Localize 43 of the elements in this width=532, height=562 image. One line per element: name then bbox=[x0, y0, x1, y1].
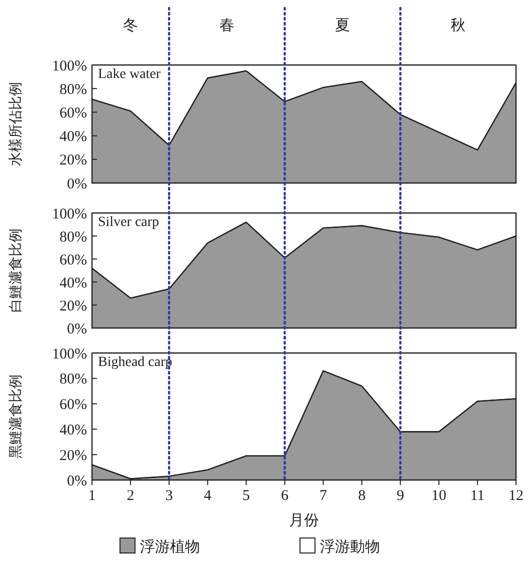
y-tick-label: 100% bbox=[52, 346, 87, 362]
x-tick-label: 2 bbox=[126, 488, 134, 504]
x-tick-label: 8 bbox=[358, 488, 366, 504]
y-tick-label: 40% bbox=[60, 275, 87, 292]
x-tick-label: 11 bbox=[470, 488, 485, 504]
y-tick-label: 20% bbox=[60, 152, 87, 169]
x-axis-title: 月份 bbox=[289, 513, 319, 529]
x-tick-label: 3 bbox=[165, 488, 173, 504]
y-tick-label: 60% bbox=[60, 397, 87, 414]
y-tick-label: 60% bbox=[60, 252, 87, 268]
x-tick-label: 7 bbox=[320, 488, 328, 504]
text: 夏 bbox=[335, 18, 350, 34]
y-axis-title: 水樣所佔比例 bbox=[8, 82, 24, 166]
chart-title: Bighead carp bbox=[98, 355, 172, 370]
legend-label: 浮游動物 bbox=[320, 538, 380, 556]
y-axis-title: 黑鰱濾食比例 bbox=[8, 374, 24, 458]
y-axis-title: 白鰱濾食比例 bbox=[8, 228, 24, 312]
text: 冬 bbox=[123, 17, 138, 34]
y-tick-label: 0% bbox=[67, 321, 87, 338]
x-tick-label: 12 bbox=[508, 488, 524, 504]
y-tick-label: 0% bbox=[67, 176, 87, 192]
y-tick-label: 100% bbox=[52, 206, 87, 222]
y-tick-label: 80% bbox=[60, 372, 87, 388]
x-tick-label: 4 bbox=[204, 488, 212, 504]
x-tick-label: 1 bbox=[88, 488, 96, 504]
chart-title: Lake water bbox=[98, 67, 161, 82]
x-tick-label: 10 bbox=[431, 488, 446, 504]
y-tick-label: 100% bbox=[52, 58, 87, 74]
y-tick-label: 20% bbox=[60, 448, 87, 464]
y-tick-label: 40% bbox=[60, 422, 87, 438]
text: 秋 bbox=[450, 17, 466, 34]
y-tick-label: 20% bbox=[60, 298, 87, 314]
y-tick-label: 60% bbox=[60, 105, 87, 122]
y-tick-label: 80% bbox=[60, 82, 87, 98]
text: 春 bbox=[219, 18, 234, 34]
chart-title: Silver carp bbox=[98, 215, 160, 230]
y-tick-label: 0% bbox=[67, 473, 87, 490]
x-tick-label: 6 bbox=[280, 488, 289, 504]
legend-label: 浮游植物 bbox=[140, 538, 200, 556]
y-tick-label: 80% bbox=[60, 229, 87, 246]
x-tick-label: 9 bbox=[396, 488, 404, 504]
y-tick-label: 40% bbox=[60, 129, 87, 146]
x-tick-label: 5 bbox=[242, 488, 250, 504]
